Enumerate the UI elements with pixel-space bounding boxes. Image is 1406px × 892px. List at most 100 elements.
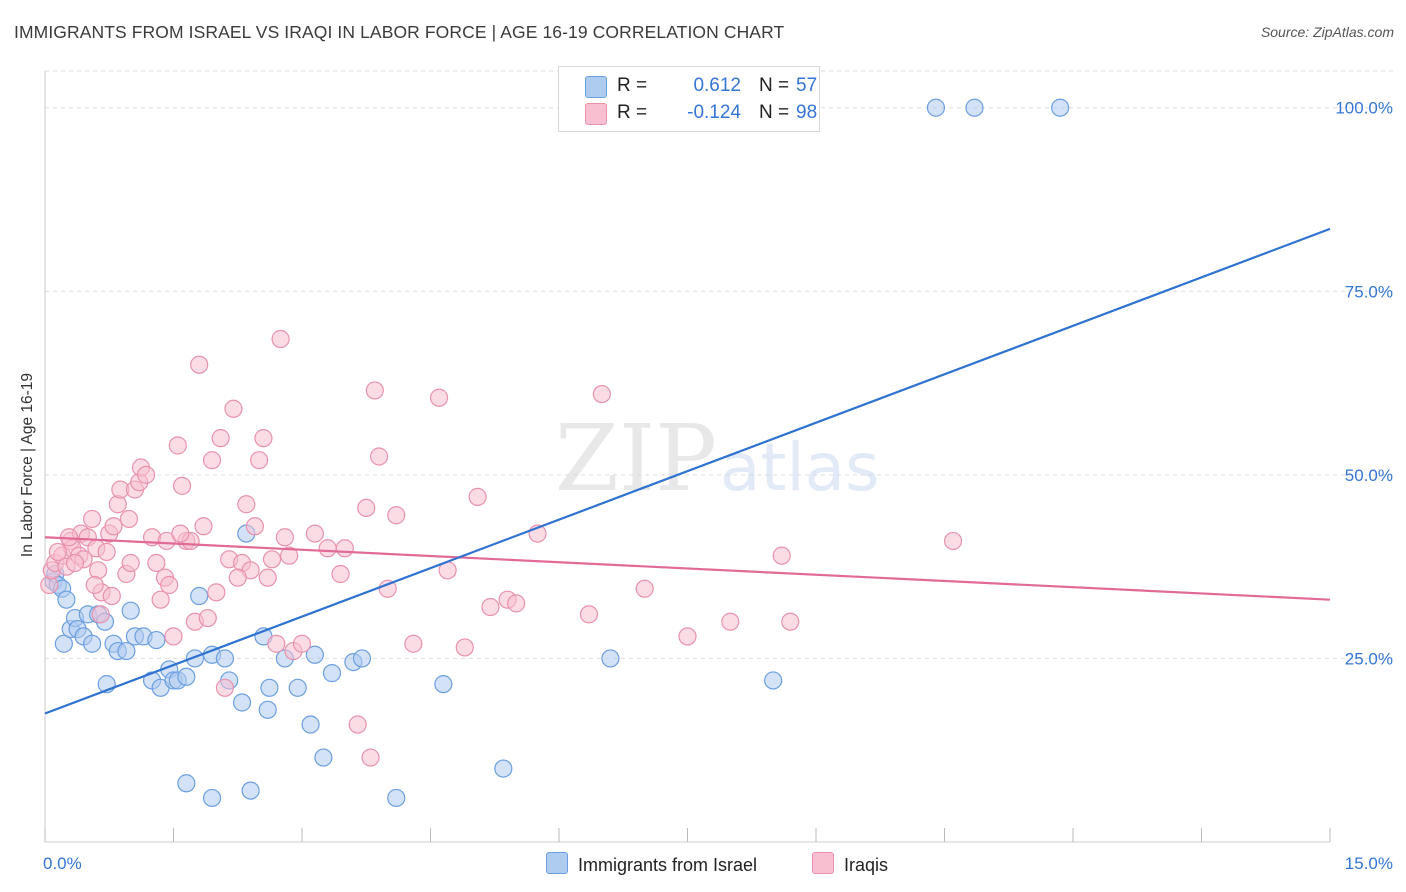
point-israel: [494, 759, 513, 778]
point-israel: [301, 715, 320, 734]
point-israel: [190, 586, 209, 606]
chart-source: Source: ZipAtlas.com: [1260, 24, 1394, 40]
point-iraqis: [91, 605, 110, 624]
y-tick-label: 50.0%: [1345, 466, 1393, 485]
point-iraqis: [678, 627, 697, 646]
point-israel: [1051, 98, 1070, 117]
point-iraqis: [245, 517, 264, 536]
trend-line-iraqis: [44, 536, 1331, 601]
axes: [44, 71, 1331, 843]
point-iraqis: [280, 546, 299, 565]
legend-n-value-israel: 57: [796, 75, 818, 96]
point-iraqis: [721, 612, 740, 631]
point-iraqis: [267, 634, 286, 653]
point-iraqis: [772, 546, 791, 565]
trend-lines: [44, 227, 1331, 715]
legend-n-label: N =: [759, 75, 790, 96]
legend-r-value-iraqis: -0.124: [687, 102, 741, 123]
legend-swatch-israel: [585, 76, 607, 98]
point-iraqis: [507, 594, 526, 613]
point-iraqis: [361, 748, 380, 767]
point-israel: [926, 98, 946, 117]
legend-r-label: R =: [617, 102, 648, 123]
bottom-legend-swatch-iraqis: [812, 852, 834, 874]
point-iraqis: [943, 531, 963, 551]
point-iraqis: [250, 451, 269, 470]
point-iraqis: [429, 388, 449, 407]
point-iraqis: [481, 597, 500, 617]
point-iraqis: [455, 638, 474, 657]
point-israel: [288, 678, 307, 697]
legend-swatch-iraqis: [585, 103, 607, 125]
point-israel: [57, 590, 76, 609]
bottom-legend-israel: Immigrants from Israel: [546, 852, 757, 876]
point-israel: [305, 645, 324, 664]
point-iraqis: [468, 487, 487, 506]
point-iraqis: [635, 579, 654, 598]
watermark-atlas: atlas: [720, 429, 880, 506]
point-iraqis: [228, 568, 247, 587]
point-israel: [601, 649, 620, 668]
point-israel: [215, 649, 234, 668]
point-iraqis: [224, 399, 243, 418]
point-iraqis: [254, 429, 273, 448]
point-iraqis: [211, 429, 230, 448]
point-iraqis: [370, 447, 389, 466]
bottom-legend-label-israel: Immigrants from Israel: [578, 855, 758, 875]
point-israel: [177, 774, 196, 793]
point-iraqis: [387, 506, 406, 525]
point-israel: [434, 675, 453, 694]
point-iraqis: [579, 605, 599, 624]
trend-line-israel: [44, 227, 1331, 715]
watermark-zip: ZIP: [555, 405, 717, 512]
point-israel: [260, 678, 279, 697]
correlation-legend: R = 0.612 N = 57 R = -0.124 N = 98: [558, 66, 820, 132]
y-tick-label: 75.0%: [1345, 282, 1393, 301]
point-iraqis: [83, 509, 102, 529]
chart-title: IMMIGRANTS FROM ISRAEL VS IRAQI IN LABOR…: [14, 22, 785, 42]
point-iraqis: [781, 612, 800, 631]
point-israel: [232, 693, 252, 712]
legend-n-value-iraqis: 98: [796, 102, 818, 123]
point-iraqis: [108, 495, 127, 514]
x-tick-label: 15.0%: [1345, 854, 1393, 873]
point-iraqis: [164, 627, 183, 646]
point-iraqis: [378, 579, 397, 598]
point-iraqis: [147, 553, 166, 573]
point-iraqis: [168, 436, 187, 455]
point-iraqis: [198, 608, 217, 628]
point-iraqis: [335, 539, 354, 558]
point-iraqis: [275, 528, 294, 547]
point-iraqis: [404, 634, 423, 653]
point-iraqis: [331, 564, 350, 584]
point-israel: [121, 601, 140, 620]
point-israel: [322, 664, 342, 683]
point-iraqis: [48, 542, 67, 562]
point-israel: [147, 630, 166, 650]
point-iraqis: [357, 498, 376, 517]
legend-n-label: N =: [759, 102, 790, 123]
bottom-legend-label-iraqis: Iraqis: [844, 855, 889, 875]
point-israel: [314, 748, 333, 767]
point-iraqis: [365, 381, 384, 400]
y-axis-title: In Labor Force | Age 16-19: [19, 372, 36, 558]
point-iraqis: [119, 509, 139, 529]
point-iraqis: [348, 715, 367, 734]
point-iraqis: [121, 553, 140, 573]
point-iraqis: [194, 517, 213, 536]
point-iraqis: [40, 575, 59, 595]
point-iraqis: [271, 329, 290, 349]
bottom-legend-iraqis: Iraqis: [812, 852, 888, 876]
point-iraqis: [104, 517, 123, 536]
legend-r-label: R =: [617, 75, 648, 96]
point-israel: [177, 667, 196, 686]
point-israel: [764, 671, 783, 690]
point-israel: [117, 641, 136, 661]
y-tick-label: 100.0%: [1335, 99, 1393, 118]
x-tick-label: 0.0%: [43, 854, 82, 873]
point-iraqis: [85, 575, 104, 595]
point-israel: [241, 781, 260, 800]
point-iraqis: [160, 575, 179, 595]
point-israel: [185, 649, 205, 668]
